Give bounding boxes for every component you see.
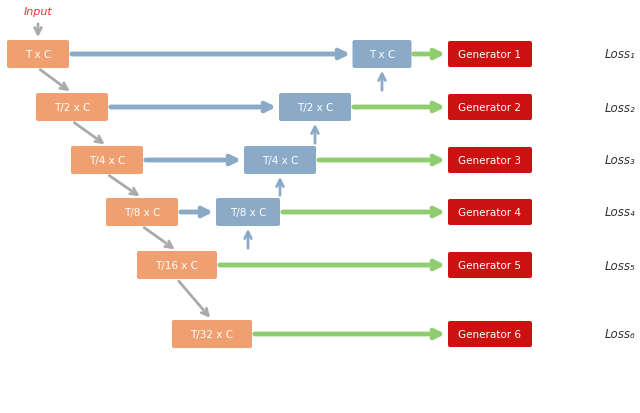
Text: Loss₅: Loss₅ [605,259,636,272]
FancyBboxPatch shape [279,94,351,122]
FancyBboxPatch shape [448,147,532,173]
FancyBboxPatch shape [448,321,532,347]
FancyBboxPatch shape [448,95,532,121]
Text: T x C: T x C [369,50,395,60]
Text: Loss₄: Loss₄ [605,206,636,219]
Text: Loss₂: Loss₂ [605,101,636,114]
FancyBboxPatch shape [172,320,252,348]
Text: Loss₆: Loss₆ [605,328,636,341]
Text: Generator 2: Generator 2 [458,103,522,113]
Text: T/2 x C: T/2 x C [297,103,333,113]
FancyBboxPatch shape [137,252,217,279]
Text: T/4 x C: T/4 x C [89,156,125,166]
FancyBboxPatch shape [106,199,178,226]
Text: Generator 1: Generator 1 [458,50,522,60]
Text: Generator 3: Generator 3 [458,156,522,166]
Text: Loss₁: Loss₁ [605,48,636,62]
Text: Input: Input [24,7,52,17]
FancyBboxPatch shape [7,41,69,69]
FancyBboxPatch shape [216,199,280,226]
Text: Generator 6: Generator 6 [458,329,522,339]
Text: T/2 x C: T/2 x C [54,103,90,113]
FancyBboxPatch shape [448,252,532,278]
Text: Generator 5: Generator 5 [458,260,522,271]
Text: T/32 x C: T/32 x C [191,329,234,339]
Text: T/8 x C: T/8 x C [124,207,160,218]
Text: T/8 x C: T/8 x C [230,207,266,218]
Text: Generator 4: Generator 4 [458,207,522,218]
FancyBboxPatch shape [36,94,108,122]
Text: T/4 x C: T/4 x C [262,156,298,166]
FancyBboxPatch shape [448,42,532,68]
FancyBboxPatch shape [448,199,532,225]
FancyBboxPatch shape [353,41,412,69]
FancyBboxPatch shape [244,147,316,175]
FancyBboxPatch shape [71,147,143,175]
Text: T/16 x C: T/16 x C [156,260,198,271]
Text: Loss₃: Loss₃ [605,154,636,167]
Text: T x C: T x C [25,50,51,60]
